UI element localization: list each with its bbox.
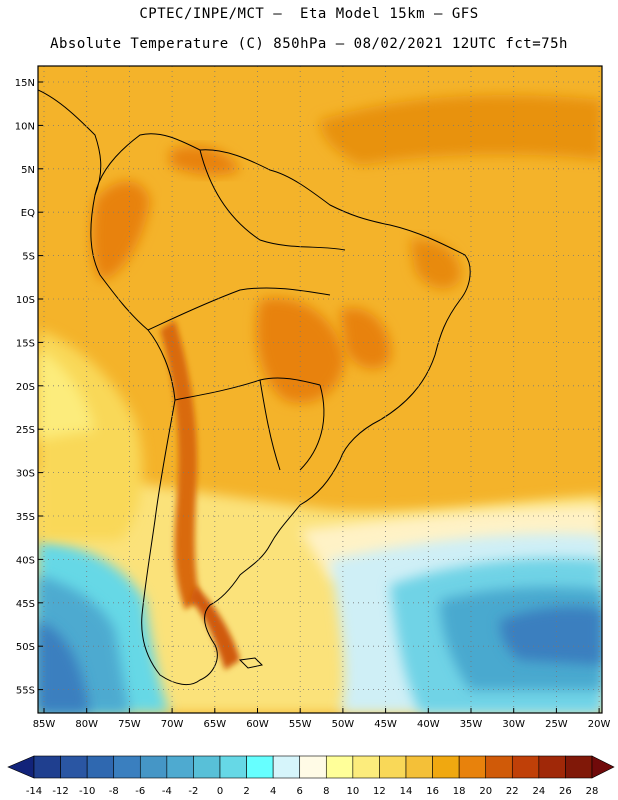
- longitude-labels: 85W 80W 75W 70W 65W 60W 55W 50W 45W 40W 35W 30W 25W 2…: [33, 719, 611, 730]
- lon-label: 75W: [118, 719, 141, 730]
- title-line-2: Absolute Temperature (C) 850hPa – 08/02/…: [50, 36, 568, 52]
- colorbar-swatch: [86, 755, 115, 779]
- colorbar-swatch: [325, 755, 354, 779]
- colorbar-tick-label: -8: [109, 786, 119, 797]
- colorbar-swatch: [538, 755, 566, 779]
- colorbar-swatch: [33, 755, 61, 779]
- lon-label: 60W: [246, 719, 269, 730]
- colorbar-tick-label: -12: [52, 786, 68, 797]
- lat-label: 15N: [15, 78, 35, 89]
- lat-label: 15S: [16, 338, 35, 349]
- colorbar-swatch: [139, 755, 168, 779]
- colorbar-swatch: [405, 755, 433, 779]
- colorbar-tick-label: 18: [453, 786, 466, 797]
- colorbar-swatch: [379, 755, 407, 779]
- latitude-labels: 15N 10N 5N EQ 5S 10S 15S 20S 25S 30S 35S 40S 45S 50S 5…: [15, 78, 35, 697]
- colorbar-tick-label: 28: [586, 786, 599, 797]
- colorbar-swatch: [485, 755, 513, 779]
- lat-label: 10S: [16, 295, 35, 306]
- lon-label: 45W: [374, 719, 397, 730]
- colorbar-over-arrow: [591, 755, 615, 779]
- colorbar-tick-label: 16: [426, 786, 439, 797]
- lat-label: 25S: [16, 425, 35, 436]
- lat-label: EQ: [21, 208, 35, 219]
- lon-label: 80W: [75, 719, 98, 730]
- colorbar-swatch: [565, 755, 593, 779]
- lon-label: 20W: [588, 719, 611, 730]
- colorbar-tick-label: 2: [243, 786, 249, 797]
- colorbar-swatch: [511, 755, 540, 779]
- colorbar-tick-label: 8: [323, 786, 329, 797]
- colorbar-tick-label: 0: [217, 786, 223, 797]
- colorbar-swatch: [299, 755, 327, 779]
- lat-label: 20S: [16, 382, 35, 393]
- colorbar-swatch: [60, 755, 88, 779]
- colorbar-swatch: [272, 755, 301, 779]
- lat-label: 50S: [16, 642, 35, 653]
- colorbar-tick-label: -10: [79, 786, 95, 797]
- colorbar-swatch: [193, 755, 221, 779]
- colorbar-tick-label: 20: [479, 786, 492, 797]
- colorbar-under-arrow: [7, 755, 35, 779]
- colorbar-tick-label: 24: [532, 786, 545, 797]
- temperature-field: [38, 66, 602, 713]
- colorbar-swatch: [219, 755, 247, 779]
- colorbar-tick-label: 12: [373, 786, 386, 797]
- colorbar-swatch: [432, 755, 460, 779]
- country-border: [199, 149, 346, 251]
- coastlines: [38, 89, 471, 686]
- colorbar-tick-label: 10: [346, 786, 359, 797]
- central-america: [38, 89, 102, 196]
- colorbar-tick-label: 26: [559, 786, 572, 797]
- colorbar-tick-label: -2: [188, 786, 198, 797]
- lon-label: 35W: [460, 719, 483, 730]
- country-border: [147, 287, 331, 331]
- colorbar-swatch: [458, 755, 487, 779]
- colorbar-tick-label: -4: [162, 786, 172, 797]
- colorbar-tick-label: 22: [506, 786, 519, 797]
- colorbar-swatch: [246, 755, 274, 779]
- country-border: [259, 379, 281, 471]
- colorbar-tick-label: 6: [297, 786, 303, 797]
- colorbar-tick-label: 4: [270, 786, 276, 797]
- falklands: [238, 657, 264, 669]
- lat-label: 30S: [16, 469, 35, 480]
- title-line-1: CPTEC/INPE/MCT – Eta Model 15km – GFS: [139, 6, 479, 22]
- lon-label: 70W: [161, 719, 184, 730]
- colorbar-swatch: [352, 755, 380, 779]
- map-frame: [37, 65, 603, 714]
- lon-label: 30W: [502, 719, 525, 730]
- lat-label: 55S: [16, 686, 35, 697]
- colorbar-tick-label: -14: [26, 786, 42, 797]
- lon-label: 25W: [545, 719, 568, 730]
- lat-label: 35S: [16, 512, 35, 523]
- colorbar-tick-label: -6: [135, 786, 145, 797]
- country-border: [299, 384, 325, 471]
- lon-label: 40W: [417, 719, 440, 730]
- lat-label: 5N: [21, 165, 35, 176]
- colorbar-tick-label: 14: [400, 786, 413, 797]
- lon-label: 50W: [332, 719, 355, 730]
- colorbar-swatch: [166, 755, 194, 779]
- south-america-outline: [90, 133, 471, 686]
- lat-label: 40S: [16, 555, 35, 566]
- lon-label: 55W: [289, 719, 312, 730]
- lon-label: 65W: [203, 719, 226, 730]
- lat-label: 5S: [22, 252, 35, 263]
- colorbar: -14 -12 -10 -8 -6 -4 -2 0 2 4 6 8 10 12 14 16 18 20 22 24 26…: [7, 755, 615, 797]
- lat-label: 10N: [15, 121, 35, 132]
- lon-label: 85W: [33, 719, 56, 730]
- colorbar-swatch: [113, 755, 141, 779]
- lat-label: 45S: [16, 599, 35, 610]
- lat-lon-grid: [38, 66, 602, 713]
